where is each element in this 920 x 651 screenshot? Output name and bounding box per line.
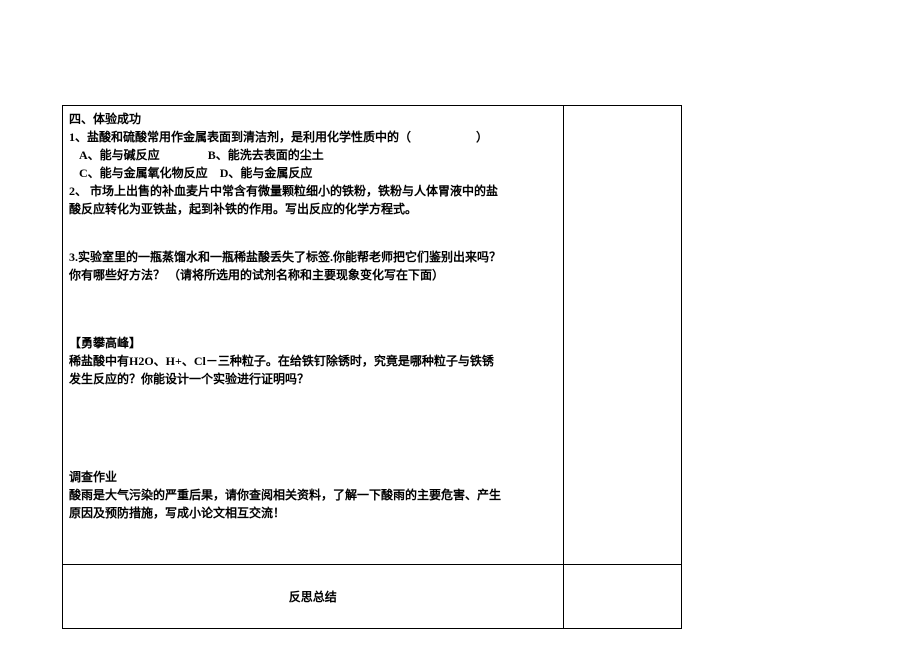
footer-label: 反思总结 <box>289 590 337 604</box>
footer-label-cell: 反思总结 <box>63 565 564 629</box>
q1-optA: A、能与碱反应 <box>79 148 160 162</box>
q1-stem: 1、盐酸和硫酸常用作金属表面到清洁剂，是利用化学性质中的（ <box>69 130 411 144</box>
s3-line1: 酸雨是大气污染的严重后果，请你查阅相关资料，了解一下酸雨的主要危害、产生 <box>69 486 557 504</box>
q3-line2: 你有哪些好方法？ （请将所选用的试剂名称和主要现象变化写在下面） <box>69 266 557 284</box>
main-content-cell: 四、体验成功 1、盐酸和硫酸常用作金属表面到清洁剂，是利用化学性质中的（ ） A… <box>63 106 564 565</box>
section3-title: 调查作业 <box>69 468 557 486</box>
q1-options-row1: A、能与碱反应 B、能洗去表面的尘土 <box>69 146 557 164</box>
q1-paren: ） <box>411 130 489 144</box>
q1-optB: B、能洗去表面的尘土 <box>208 148 324 162</box>
q1-optC: C、能与金属氧化物反应 <box>79 166 208 180</box>
q1-options-row2: C、能与金属氧化物反应 D、能与金属反应 <box>69 164 557 182</box>
q1: 1、盐酸和硫酸常用作金属表面到清洁剂，是利用化学性质中的（ ） <box>69 128 557 146</box>
q3-line1: 3.实验室里的一瓶蒸馏水和一瓶稀盐酸丢失了标签.你能帮老师把它们鉴别出来吗？ <box>69 248 557 266</box>
right-margin-cell <box>563 106 681 565</box>
s3-line2: 原因及预防措施，写成小论文相互交流！ <box>69 504 557 522</box>
s2-line1: 稀盐酸中有H2O、H+、Cl－三种粒子。在给铁钉除锈时，究竟是哪种粒子与铁锈 <box>69 352 557 370</box>
s2-line2: 发生反应的？你能设计一个实验进行证明吗？ <box>69 370 557 388</box>
section1-title: 四、体验成功 <box>69 110 557 128</box>
q1-optD: D、能与金属反应 <box>220 166 313 180</box>
footer-blank-cell <box>563 565 681 629</box>
q2-line2: 酸反应转化为亚铁盐，起到补铁的作用。写出反应的化学方程式。 <box>69 200 557 218</box>
q2-line1: 2、 市场上出售的补血麦片中常含有微量颗粒细小的铁粉，铁粉与人体胃液中的盐 <box>69 182 557 200</box>
section2-title: 【勇攀高峰】 <box>69 334 557 352</box>
